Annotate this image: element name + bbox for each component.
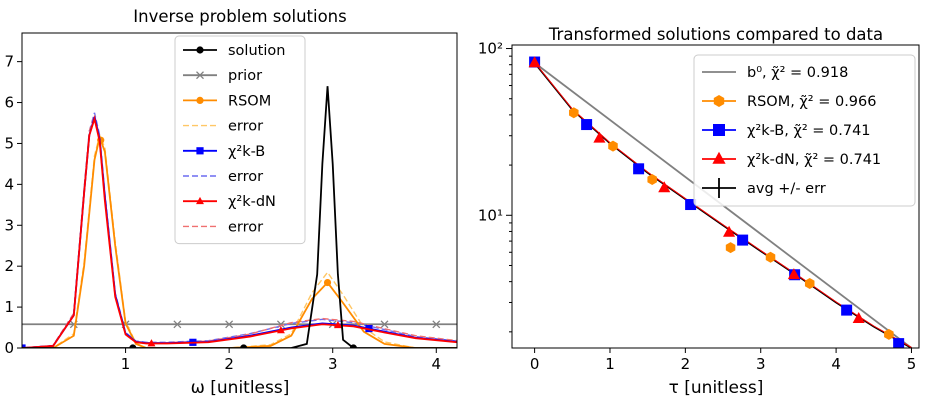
right-xtick-label-3: 3 bbox=[756, 355, 766, 373]
left-series-1-marker-2-stroke-b bbox=[173, 320, 182, 329]
right-series-2-marker-4 bbox=[737, 234, 749, 246]
right-series-2-marker-7 bbox=[893, 338, 905, 348]
left-legend-marker-4 bbox=[196, 147, 204, 155]
right-legend-marker-2 bbox=[713, 124, 725, 136]
left-series-0-marker-2 bbox=[349, 344, 358, 348]
left-ticks: 1 2 3 4 0 1 2 3 4 5 6 7 bbox=[4, 53, 441, 373]
left-legend-marker-0 bbox=[196, 46, 204, 54]
right-series-3-marker-1 bbox=[593, 131, 606, 143]
right-series-2-marker-3 bbox=[685, 199, 697, 211]
left-series-0-marker-1 bbox=[240, 344, 248, 348]
left-ytick-label-0: 0 bbox=[4, 339, 14, 357]
left-series-6-marker-1 bbox=[276, 326, 285, 334]
right-series-1-marker-0 bbox=[569, 107, 579, 119]
left-legend-marker-1 bbox=[196, 71, 204, 80]
left-series-line-2 bbox=[22, 134, 457, 348]
left-series-0-marker-0 bbox=[129, 344, 137, 348]
right-series-1-marker-6 bbox=[884, 328, 894, 340]
right-legend-marker-1 bbox=[713, 95, 725, 107]
left-series-6-marker-2 bbox=[333, 320, 342, 329]
right-series-3-marker-3 bbox=[723, 225, 736, 237]
left-x-axis-label: ω [unitless] bbox=[191, 378, 290, 398]
left-legend-marker-6 bbox=[196, 196, 204, 205]
right-legend-label-1: RSOM, χ̃² = 0.966 bbox=[747, 94, 877, 110]
left-legend-label-7: error bbox=[228, 219, 263, 235]
left-legend: solution prior RSOM error χ²k-B error χ²k-dN er… bbox=[174, 35, 306, 245]
left-legend-marker-1-stroke-b bbox=[196, 71, 204, 80]
left-legend-box bbox=[174, 35, 306, 245]
right-legend-label-4: avg +/- err bbox=[747, 181, 826, 197]
left-ytick-label-7: 7 bbox=[4, 53, 14, 71]
right-xtick-label-2: 2 bbox=[681, 355, 691, 373]
left-series-6-marker-0 bbox=[147, 339, 156, 347]
left-series-1-marker-2 bbox=[173, 320, 182, 329]
left-chart: Inverse problem solutions 1 2 3 4 0 1 2 3 4 5 6 7 ω… bbox=[4, 7, 458, 398]
right-series-1-marker-2 bbox=[647, 173, 657, 185]
left-plot-area bbox=[22, 86, 457, 348]
right-ytick-label-1: 10² bbox=[478, 40, 503, 58]
left-ytick-label-4: 4 bbox=[4, 175, 14, 193]
right-series-3-marker-4 bbox=[787, 268, 800, 280]
left-ytick-label-1: 1 bbox=[4, 298, 14, 316]
right-series-1-marker-3 bbox=[725, 242, 736, 254]
right-series-2-marker-1 bbox=[581, 119, 593, 131]
right-legend-label-3: χ²k-dN, χ̃² = 0.741 bbox=[747, 152, 881, 168]
right-legend: b⁰, χ̃² = 0.918 RSOM, χ̃² = 0.966 χ²k-B, χ… bbox=[693, 54, 916, 207]
right-ticks: 0 1 2 3 4 5 10¹ 10² bbox=[478, 40, 916, 373]
right-ytick-label-0: 10¹ bbox=[478, 206, 503, 224]
left-legend-label-1: prior bbox=[228, 68, 262, 84]
left-xtick-label-1: 2 bbox=[224, 355, 234, 373]
left-series-1-marker-6-stroke-b bbox=[380, 320, 389, 329]
left-xtick-label-2: 3 bbox=[328, 355, 338, 373]
right-legend-box bbox=[693, 54, 916, 207]
left-legend-label-2: RSOM bbox=[228, 93, 271, 109]
right-x-axis-label: τ [unitless] bbox=[669, 378, 764, 398]
right-legend-label-2: χ²k-B, χ̃² = 0.741 bbox=[747, 123, 871, 139]
right-series-1-marker-1 bbox=[608, 140, 618, 152]
left-series-group bbox=[22, 86, 457, 348]
left-legend-label-5: error bbox=[228, 169, 263, 185]
right-series-1-marker-4 bbox=[765, 251, 776, 263]
left-legend-label-3: error bbox=[228, 119, 263, 135]
left-ytick-label-6: 6 bbox=[4, 94, 14, 112]
left-ytick-label-3: 3 bbox=[4, 216, 14, 234]
left-legend-marker-2 bbox=[196, 96, 204, 104]
left-series-1-marker-3-stroke-b bbox=[225, 320, 234, 329]
right-legend-label-0: b⁰, χ̃² = 0.918 bbox=[747, 65, 848, 81]
right-legend-marker-3 bbox=[712, 151, 726, 164]
left-series-1-marker-7-stroke-b bbox=[432, 320, 441, 329]
right-series-2-marker-2 bbox=[633, 163, 645, 175]
right-xtick-label-5: 5 bbox=[907, 355, 917, 373]
left-xtick-label-0: 1 bbox=[121, 355, 131, 373]
right-series-2-marker-6 bbox=[841, 304, 853, 316]
left-chart-title: Inverse problem solutions bbox=[133, 7, 346, 26]
left-series-line-6 bbox=[22, 115, 457, 348]
left-ytick-label-5: 5 bbox=[4, 134, 14, 152]
left-xtick-label-3: 4 bbox=[432, 355, 442, 373]
right-xtick-label-4: 4 bbox=[831, 355, 841, 373]
left-legend-label-0: solution bbox=[228, 43, 285, 59]
right-series-1-marker-5 bbox=[804, 277, 815, 289]
left-series-4-marker-0 bbox=[22, 344, 26, 348]
right-series-3-marker-2 bbox=[658, 181, 671, 193]
right-chart-title: Transformed solutions compared to data bbox=[548, 25, 883, 44]
left-series-1-marker-3 bbox=[225, 320, 234, 329]
left-series-line-7 bbox=[22, 112, 457, 348]
left-series-2-marker-1 bbox=[323, 278, 332, 287]
right-chart: Transformed solutions compared to data 0… bbox=[478, 25, 920, 398]
left-legend-label-6: χ²k-dN bbox=[228, 194, 276, 210]
left-series-1-marker-7 bbox=[432, 320, 441, 329]
right-series-3-marker-0 bbox=[528, 56, 541, 68]
right-xtick-label-0: 0 bbox=[530, 355, 540, 373]
left-series-line-0 bbox=[22, 86, 457, 348]
left-legend-label-4: χ²k-B bbox=[228, 144, 265, 160]
right-axes-frame bbox=[511, 44, 920, 349]
left-ytick-label-2: 2 bbox=[4, 257, 14, 275]
left-series-1-marker-6 bbox=[380, 320, 389, 329]
left-axes-frame bbox=[21, 32, 458, 349]
right-xtick-label-1: 1 bbox=[605, 355, 615, 373]
right-series-3-marker-5 bbox=[852, 312, 865, 324]
